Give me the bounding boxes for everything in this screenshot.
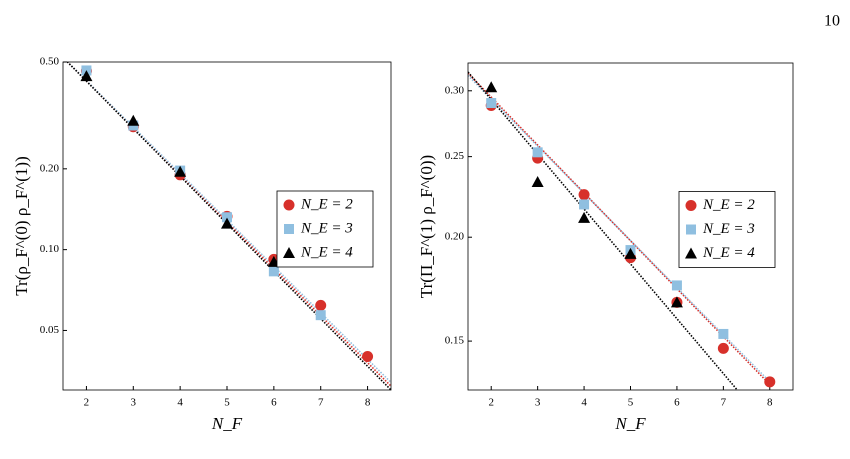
marker — [717, 342, 729, 354]
fit-line — [468, 71, 738, 390]
legend-label: N_E = 2 — [702, 197, 755, 213]
y-axis-label: Tr(Π_F^(1) ρ_F^(0)) — [417, 155, 436, 298]
x-tick-label: 8 — [767, 397, 773, 409]
marker — [764, 376, 776, 388]
marker — [174, 165, 187, 177]
marker — [315, 299, 327, 311]
legend-label: N_E = 3 — [702, 221, 755, 237]
x-tick-label: 2 — [488, 397, 494, 409]
x-tick-label: 4 — [177, 397, 183, 409]
fit-line — [66, 62, 391, 384]
y-tick-label: 0.15 — [445, 335, 465, 347]
x-axis-label: N_F — [614, 414, 646, 433]
marker — [485, 81, 498, 93]
marker — [127, 114, 140, 126]
marker — [362, 350, 374, 362]
marker — [624, 247, 637, 259]
page-number: 10 — [824, 13, 840, 30]
marker — [221, 217, 233, 229]
x-tick-label: 4 — [581, 397, 587, 409]
y-tick-label: 0.20 — [40, 162, 60, 174]
legend-label: N_E = 3 — [300, 220, 353, 236]
marker — [686, 224, 696, 235]
marker — [578, 211, 591, 223]
marker — [670, 296, 683, 308]
marker — [283, 247, 295, 258]
marker — [532, 147, 543, 158]
marker — [222, 212, 232, 223]
y-tick-label: 0.05 — [40, 324, 60, 336]
y-tick-label: 0.20 — [445, 231, 465, 243]
marker — [671, 280, 682, 291]
marker — [531, 176, 544, 188]
marker — [718, 328, 729, 339]
x-tick-label: 2 — [84, 397, 90, 409]
marker — [486, 98, 497, 109]
plot-frame — [467, 62, 794, 391]
marker — [685, 247, 697, 259]
marker — [80, 70, 93, 82]
marker — [283, 199, 295, 211]
x-tick-label: 3 — [131, 397, 137, 409]
x-tick-label: 6 — [271, 397, 277, 409]
marker — [268, 266, 279, 277]
marker — [284, 224, 294, 234]
x-tick-label: 5 — [628, 397, 634, 409]
x-tick-label: 6 — [674, 397, 680, 409]
x-axis-label: N_F — [211, 414, 243, 433]
y-tick-label: 0.50 — [40, 56, 60, 68]
legend-label: N_E = 2 — [300, 196, 353, 212]
x-tick-label: 3 — [535, 397, 541, 409]
marker — [579, 199, 590, 210]
x-tick-label: 7 — [318, 397, 324, 409]
y-tick-label: 0.30 — [445, 84, 465, 96]
y-axis-label: Tr(ρ_F^(0) ρ_F^(1)) — [12, 156, 31, 296]
legend-label: N_E = 4 — [300, 244, 353, 260]
marker — [685, 200, 697, 211]
plot-frame — [62, 61, 392, 391]
marker — [578, 189, 590, 201]
marker — [315, 310, 326, 321]
legend-label: N_E = 4 — [702, 245, 755, 261]
y-tick-label: 0.10 — [40, 243, 60, 255]
x-tick-label: 8 — [365, 397, 371, 409]
x-tick-label: 5 — [224, 397, 230, 409]
x-tick-label: 7 — [721, 397, 727, 409]
y-tick-label: 0.25 — [445, 150, 465, 162]
